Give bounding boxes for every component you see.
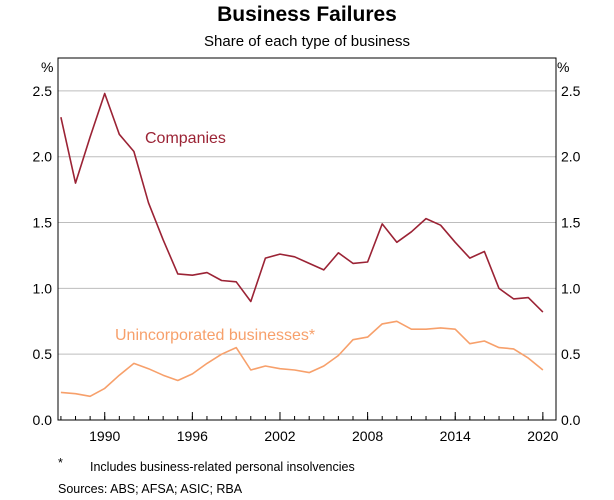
plot-frame	[57, 57, 557, 421]
y-tick-label-left: 2.0	[33, 149, 53, 165]
footnote-text: Includes business-related personal insol…	[90, 460, 355, 474]
x-tick-label: 2014	[440, 428, 471, 444]
y-tick-label-left: 0.0	[33, 412, 53, 428]
series-line-unincorporated	[60, 320, 544, 398]
gridlines	[58, 90, 556, 355]
y-tick-label-right: 0.5	[561, 346, 581, 362]
y-tick-label-left: 0.5	[33, 346, 53, 362]
chart-title: Business Failures	[217, 3, 397, 26]
y-tick-label-left: 1.5	[33, 215, 53, 231]
x-tick-label: 2002	[264, 428, 295, 444]
y-tick-label-right: 1.0	[561, 280, 581, 296]
y-unit-right: %	[557, 59, 569, 75]
y-unit-left: %	[41, 59, 53, 75]
x-tick-label: 1996	[177, 428, 208, 444]
chart-subtitle: Share of each type of business	[204, 33, 410, 50]
y-tick-label-left: 1.0	[33, 280, 53, 296]
sources-note: Sources: ABS; AFSA; ASIC; RBA	[58, 482, 243, 496]
footnote-star: *	[58, 456, 63, 470]
y-tick-label-left: 2.5	[33, 83, 53, 99]
y-tick-label-right: 2.0	[561, 149, 581, 165]
axis-ticks: 0.0 0.0 0.5 0.5 1.0 1.0 1.5 1.5 2.0 2.0 2.5 2.5 1990…	[33, 83, 581, 444]
x-tick-label: 1990	[89, 428, 120, 444]
x-tick-label: 2008	[352, 428, 383, 444]
series-lines	[60, 92, 544, 398]
y-tick-label-right: 1.5	[561, 215, 581, 231]
x-tick-label: 2020	[527, 428, 558, 444]
series-label-companies: Companies	[145, 130, 226, 147]
y-tick-label-right: 2.5	[561, 83, 581, 99]
series-line-companies	[60, 92, 544, 313]
series-label-unincorporated: Unincorporated businesses*	[115, 327, 315, 344]
y-tick-label-right: 0.0	[561, 412, 581, 428]
